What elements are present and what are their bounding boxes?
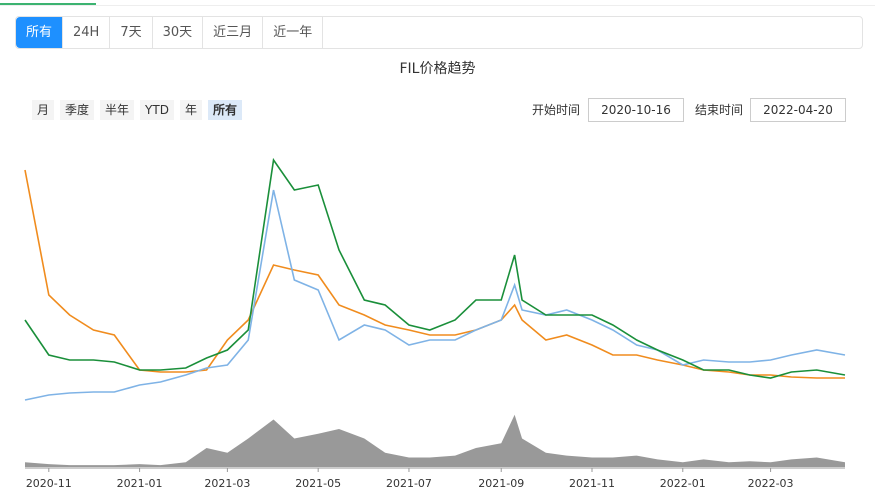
tab[interactable]: 近一年	[263, 17, 324, 48]
range-buttons: 月季度 半年 YTD 年所有	[32, 100, 242, 120]
range-button[interactable]: 季度	[60, 100, 95, 120]
tab[interactable]: 7天	[110, 17, 153, 48]
end-date[interactable]: 2022-04-20	[750, 98, 846, 122]
tab[interactable]: 24H	[63, 17, 111, 48]
x-tick-label: 2022-01	[660, 477, 706, 490]
price-line	[24, 169, 845, 379]
top-accent	[0, 3, 96, 5]
x-tick-label: 2021-01	[117, 477, 163, 490]
x-tick-label: 2021-05	[295, 477, 341, 490]
start-date[interactable]: 2020-10-16	[588, 98, 684, 122]
tab[interactable]: 近三月	[203, 17, 264, 48]
tab-bar: 所有 24H 7天 30天 近三月 近一年	[15, 16, 863, 49]
x-tick-label: 2021-07	[386, 477, 432, 490]
range-button[interactable]: 所有	[207, 100, 242, 120]
x-tick-label: 2020-11	[26, 477, 72, 490]
end-label: 结束时间	[695, 103, 744, 117]
volume-area	[25, 414, 845, 467]
price-line	[24, 157, 846, 379]
start-label: 开始时间	[532, 103, 581, 117]
tab[interactable]: 30天	[153, 17, 204, 48]
range-button[interactable]: 年	[179, 100, 202, 120]
top-border	[0, 5, 875, 6]
x-tick-label: 2022-03	[748, 477, 794, 490]
x-tick-label: 2021-03	[204, 477, 250, 490]
x-tick-label: 2021-09	[478, 477, 524, 490]
tab[interactable]: 所有	[16, 17, 64, 48]
range-button[interactable]: 半年	[100, 100, 135, 120]
x-tick-label: 2021-11	[569, 477, 615, 490]
chart-title: FIL价格趋势	[399, 61, 476, 77]
range-button[interactable]: 月	[32, 100, 55, 120]
range-button[interactable]: YTD	[140, 100, 174, 120]
price-line	[24, 189, 846, 401]
